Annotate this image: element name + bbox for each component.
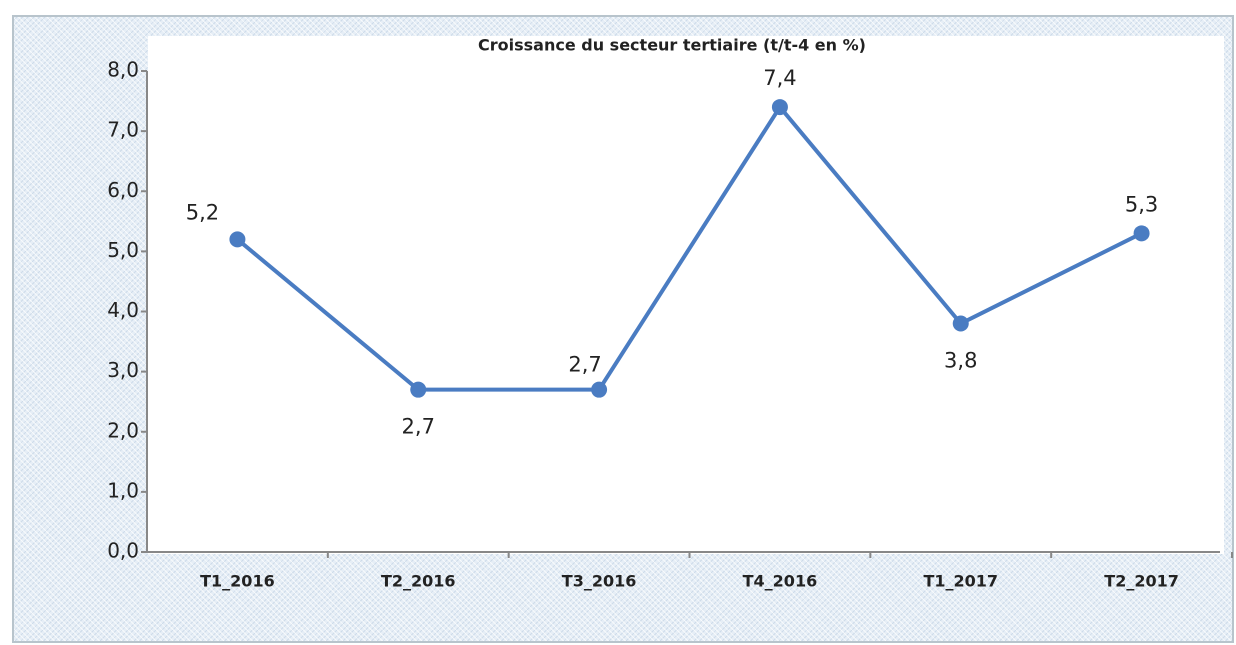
y-tick-label: 0,0	[107, 539, 139, 563]
marker	[952, 315, 969, 332]
y-tick-label: 8,0	[107, 58, 139, 82]
y-tick-label: 2,0	[107, 418, 139, 442]
data-label: 2,7	[568, 353, 601, 377]
marker	[591, 381, 608, 398]
y-tick-label: 5,0	[107, 238, 139, 262]
x-tick-label: T1_2016	[200, 572, 275, 591]
line	[236, 105, 1143, 392]
plot-area	[148, 36, 1224, 554]
marker	[771, 99, 788, 116]
data-label: 3,8	[944, 349, 977, 373]
x-tick-label: T3_2016	[562, 572, 637, 591]
x-tick-label: T1_2017	[923, 572, 998, 591]
y-tick-label: 7,0	[107, 118, 139, 142]
y-tick-label: 3,0	[107, 358, 139, 382]
y-tick-label: 1,0	[107, 478, 139, 502]
chart-title: Croissance du secteur tertiaire (t/t-4 e…	[478, 36, 866, 55]
data-label: 5,2	[186, 200, 219, 224]
data-label: 5,3	[1125, 192, 1158, 216]
y-tick-label: 6,0	[107, 178, 139, 202]
data-label: 7,4	[763, 66, 796, 90]
x-tick-label: T2_2016	[381, 572, 456, 591]
marker	[410, 381, 427, 398]
y-tick-label: 4,0	[107, 298, 139, 322]
marker	[1133, 225, 1150, 242]
data-label: 2,7	[402, 415, 435, 439]
marker	[229, 231, 246, 248]
x-tick-label: T4_2016	[743, 572, 818, 591]
x-tick-label: T2_2017	[1104, 572, 1179, 591]
